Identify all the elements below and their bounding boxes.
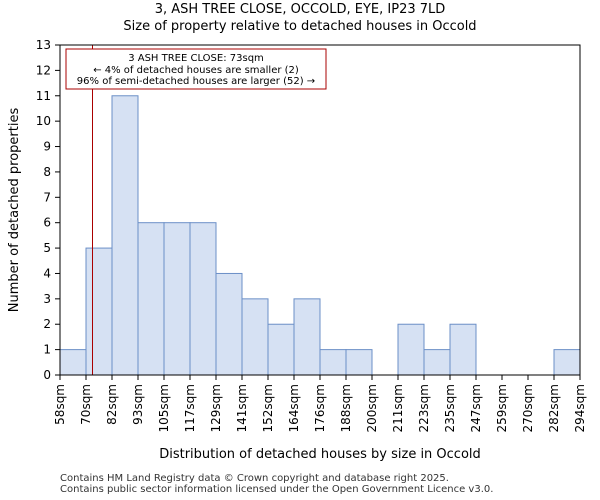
x-tick-label: 176sqm: [313, 384, 327, 432]
bar-164sqm: [293, 298, 321, 376]
x-tick-label: 223sqm: [417, 384, 431, 432]
y-tick-label: 3: [43, 292, 51, 306]
bars-group: [59, 95, 581, 376]
annotation-line-3: 96% of semi-detached houses are larger (…: [77, 76, 315, 87]
x-tick-label: 129sqm: [209, 384, 223, 432]
annotation-line-1: 3 ASH TREE CLOSE: 73sqm: [128, 53, 264, 64]
y-tick-label: 13: [36, 38, 51, 52]
x-tick-label: 164sqm: [287, 384, 301, 432]
y-tick-label: 6: [43, 216, 51, 230]
bar-176sqm: [319, 349, 347, 376]
x-tick-label: 93sqm: [131, 384, 145, 425]
bar-93sqm: [137, 222, 165, 376]
x-axis-label: Distribution of detached houses by size …: [159, 447, 481, 462]
y-tick-label: 9: [43, 140, 51, 154]
y-tick-label: 5: [43, 241, 51, 255]
y-tick-label: 7: [43, 190, 51, 204]
x-tick-label: 188sqm: [339, 384, 353, 432]
bar-141sqm: [241, 298, 269, 376]
y-tick-label: 2: [43, 317, 51, 331]
x-tick-label: 117sqm: [183, 384, 197, 432]
x-tick-label: 259sqm: [495, 384, 509, 432]
x-tick-label: 211sqm: [391, 384, 405, 432]
plot-frame: [59, 44, 581, 376]
bar-235sqm: [449, 323, 477, 376]
x-tick-label: 105sqm: [157, 384, 171, 432]
chart-title: Size of property relative to detached ho…: [123, 19, 477, 34]
x-tick-label: 141sqm: [235, 384, 249, 432]
x-tick-label: 282sqm: [547, 384, 561, 432]
x-axis-ticks: 58sqm 70sqm 82sqm 93sqm 105sqm 117sqm 129sqm 14…: [53, 375, 587, 432]
annotation-line-2: ← 4% of detached houses are smaller (2): [93, 65, 299, 76]
x-tick-label: 82sqm: [105, 384, 119, 425]
bar-282sqm: [553, 349, 581, 376]
footer-copyright: Contains HM Land Registry data © Crown c…: [60, 473, 449, 484]
bar-129sqm: [215, 272, 243, 376]
y-axis-label: Number of detached properties: [7, 108, 22, 313]
y-tick-label: 8: [43, 165, 51, 179]
annotation-rect: [65, 48, 327, 90]
x-tick-label: 294sqm: [573, 384, 587, 432]
y-tick-label: 11: [36, 89, 51, 103]
bar-58sqm: [59, 349, 87, 376]
x-tick-label: 270sqm: [521, 384, 535, 432]
x-tick-label: 70sqm: [79, 384, 93, 425]
x-tick-label: 58sqm: [53, 384, 67, 425]
chart-title-address: 3, ASH TREE CLOSE, OCCOLD, EYE, IP23 7LD: [154, 2, 446, 17]
y-tick-label: 12: [36, 63, 51, 77]
bar-117sqm: [189, 222, 217, 376]
x-tick-label: 235sqm: [443, 384, 457, 432]
y-tick-label: 10: [36, 114, 51, 128]
x-tick-label: 152sqm: [261, 384, 275, 432]
bar-105sqm: [163, 222, 191, 376]
y-tick-label: 4: [43, 266, 51, 280]
x-tick-label: 247sqm: [469, 384, 483, 432]
x-tick-label: 200sqm: [365, 384, 379, 432]
bar-223sqm: [423, 349, 451, 376]
footer-licence: Contains public sector information licen…: [60, 484, 494, 495]
bar-211sqm: [397, 323, 425, 376]
y-tick-label: 1: [43, 343, 51, 357]
bar-152sqm: [267, 323, 295, 376]
bar-188sqm: [345, 349, 373, 376]
bar-82sqm: [111, 95, 139, 376]
annotation-box: 3 ASH TREE CLOSE: 73sqm ← 4% of detached…: [65, 48, 327, 90]
bar-70sqm: [85, 247, 113, 376]
y-tick-label: 0: [43, 368, 51, 382]
